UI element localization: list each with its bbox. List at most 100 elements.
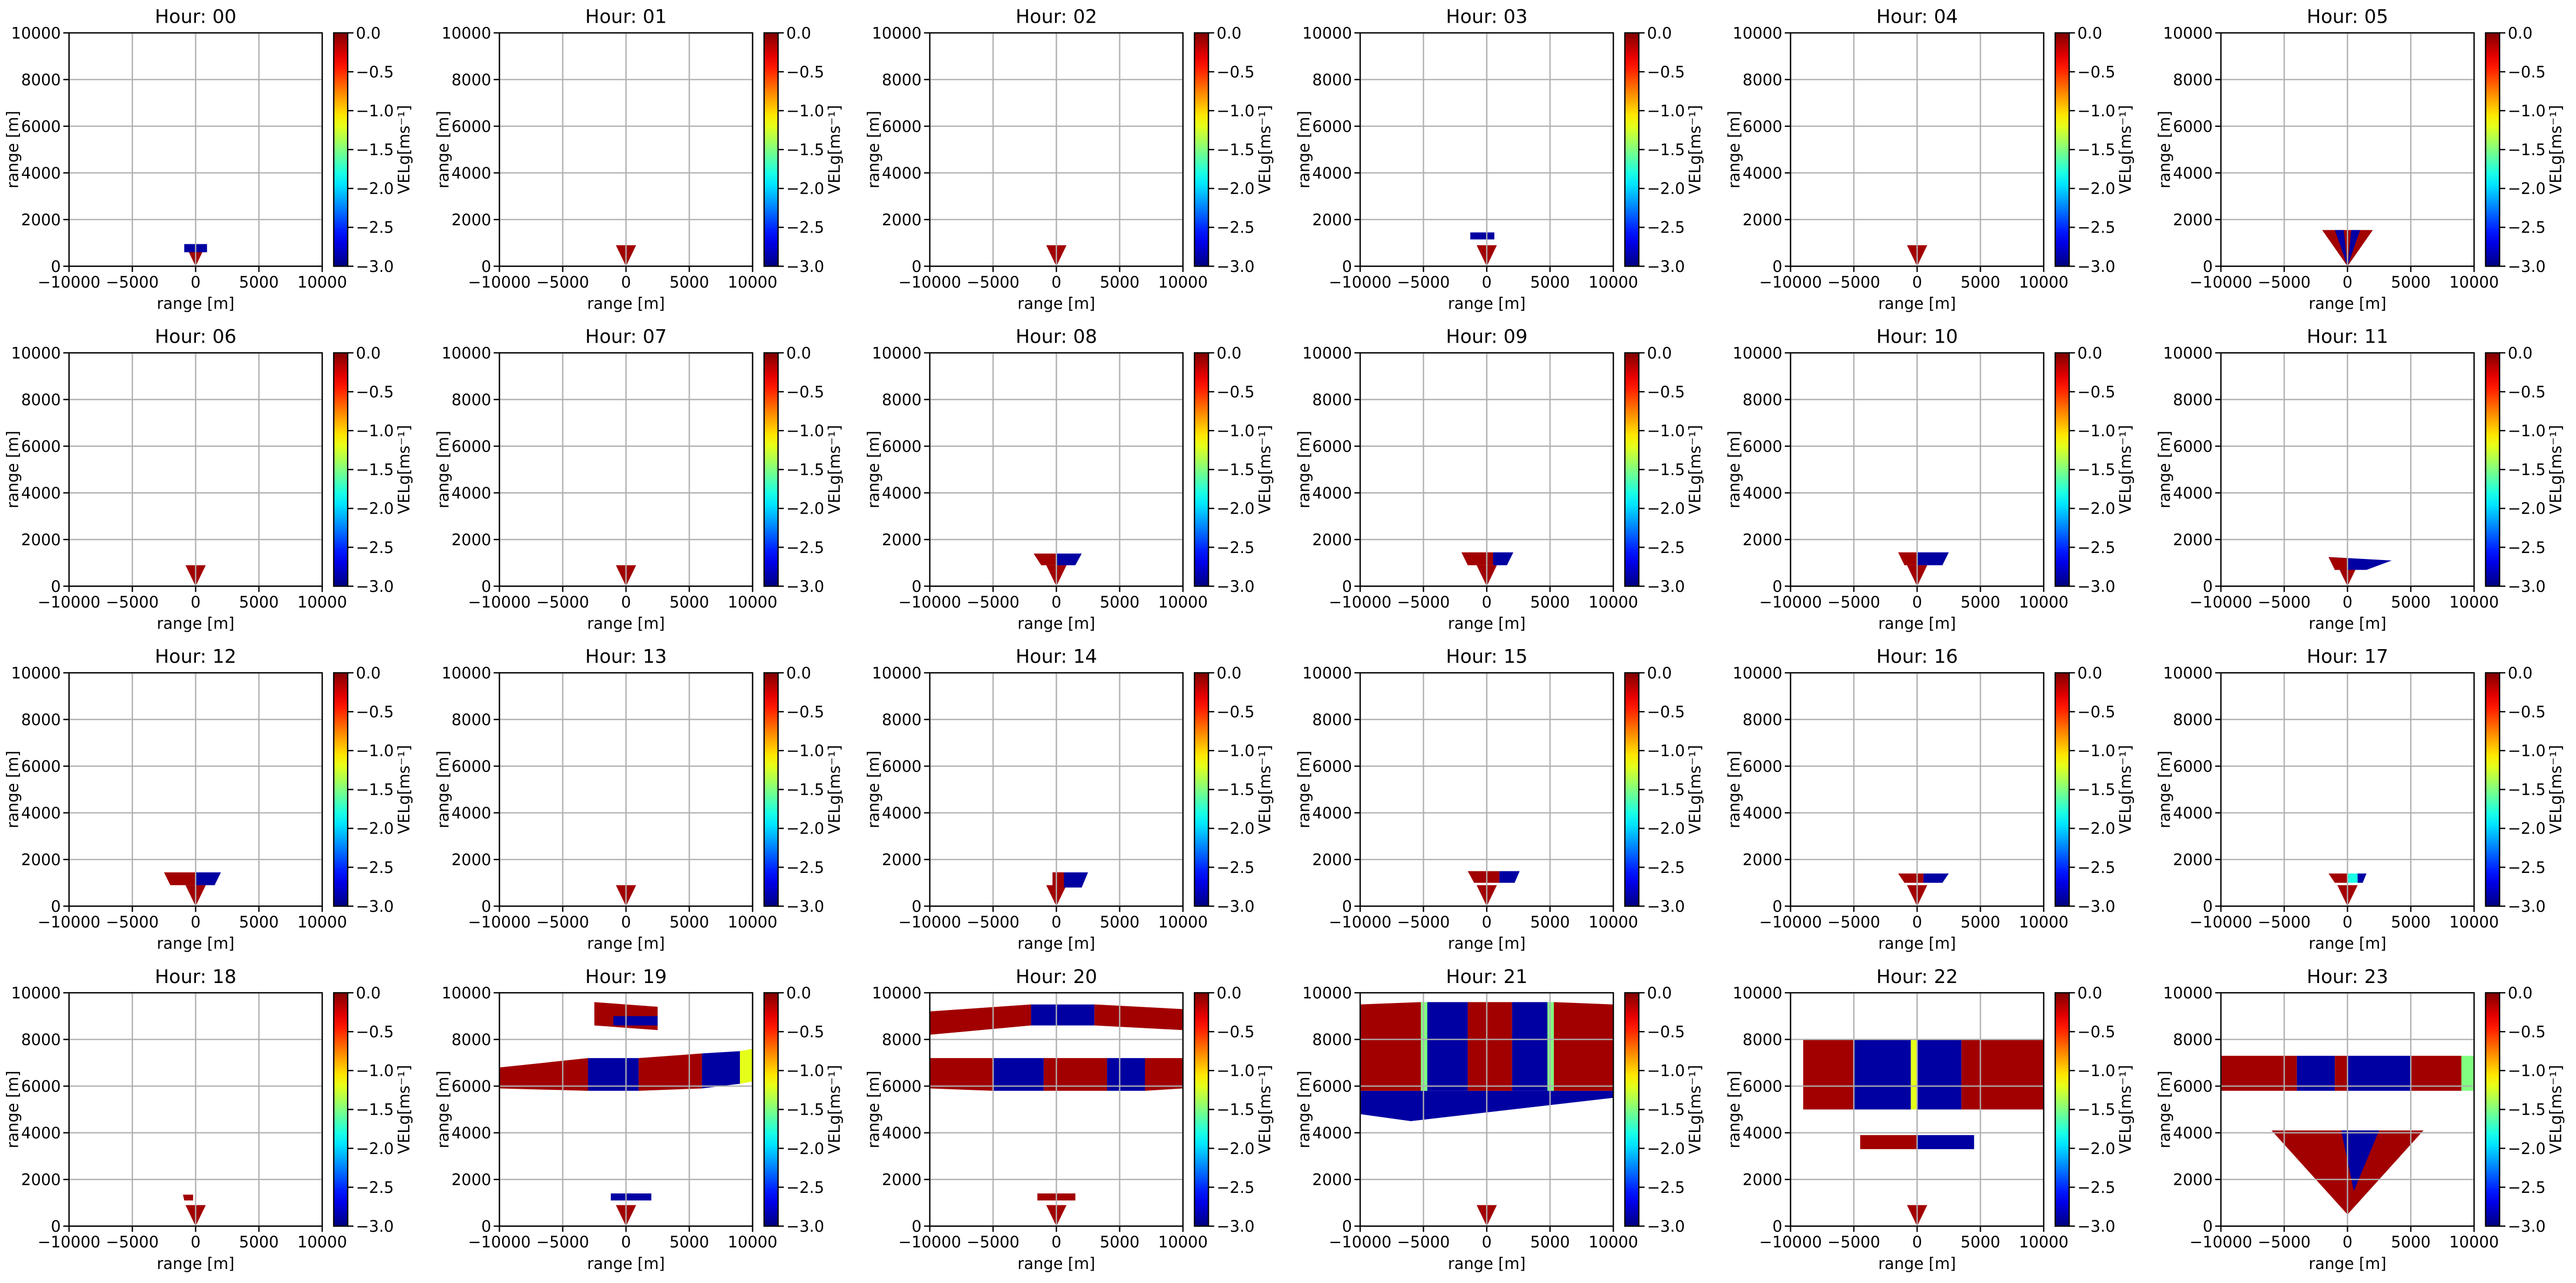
y-tick-label: 4000: [2173, 1124, 2213, 1142]
colorbar: [763, 672, 779, 907]
y-tick-label: 0: [2203, 577, 2212, 596]
colorbar-tick-label: −3.0: [2077, 897, 2115, 916]
x-tick-label: 0: [1482, 1233, 1492, 1251]
x-axis-label: range [m]: [1878, 295, 1956, 313]
y-tick-label: 2000: [452, 1170, 492, 1189]
plot-frame: [1359, 992, 1614, 1227]
colorbar-tick-label: 0.0: [786, 984, 811, 1002]
colorbar: [333, 672, 349, 907]
y-tick-label: 0: [1772, 1217, 1782, 1236]
x-axis-label: range [m]: [157, 1254, 234, 1273]
colorbar-tick-label: −1.0: [2508, 1062, 2546, 1080]
plot-area: [1898, 552, 1949, 586]
y-tick-label: 0: [912, 257, 921, 276]
colorbar-tick-label: −1.5: [1647, 781, 1685, 799]
plot-frame: [499, 672, 753, 907]
y-tick-label: 8000: [1312, 1031, 1352, 1049]
x-tick-label: −10000: [38, 1233, 100, 1251]
plot-frame: [1790, 672, 2044, 907]
colorbar-tick-label: −1.0: [2508, 742, 2546, 760]
x-tick-label: −10000: [899, 1233, 961, 1251]
x-tick-label: −5000: [1397, 273, 1450, 291]
panel-title: Hour: 04: [1877, 6, 1958, 28]
colorbar-tick-label: −2.0: [2077, 1139, 2115, 1158]
velocity-region: [638, 1053, 702, 1091]
y-tick-label: 8000: [2173, 1031, 2213, 1049]
y-tick-label: 10000: [872, 984, 922, 1002]
velocity-region: [1860, 1135, 1918, 1149]
colorbar-tick-label: −2.5: [1216, 538, 1254, 557]
panel-title: Hour: 06: [155, 326, 236, 348]
colorbar-tick-label: −1.0: [786, 1062, 824, 1080]
panel-title: Hour: 10: [1877, 326, 1958, 348]
colorbar-tick-label: −2.5: [356, 858, 393, 877]
y-tick-label: 6000: [21, 757, 61, 775]
y-tick-label: 8000: [1743, 711, 1783, 729]
velocity-region: [499, 1058, 588, 1091]
colorbar-tick-label: −2.0: [2508, 1139, 2546, 1158]
y-axis-label: range [m]: [2156, 111, 2174, 188]
colorbar: [1193, 992, 1209, 1227]
y-tick-label: 2000: [2173, 1170, 2213, 1189]
colorbar-tick-label: −2.0: [1647, 180, 1685, 198]
colorbar-label: VELg[ms⁻¹]: [1255, 105, 1274, 194]
plot-frame: [499, 992, 753, 1227]
velocity-region: [610, 1193, 651, 1201]
y-tick-label: 6000: [1743, 437, 1783, 455]
colorbar-tick-label: −1.5: [1216, 781, 1254, 799]
y-tick-label: 4000: [21, 1124, 61, 1142]
y-tick-label: 0: [1772, 897, 1782, 916]
x-tick-label: 5000: [1961, 593, 2001, 611]
plot-area: [1470, 232, 1497, 267]
y-axis-label: range [m]: [4, 431, 22, 508]
colorbar-tick-label: 0.0: [1216, 24, 1241, 42]
x-tick-label: −5000: [1827, 913, 1880, 931]
y-axis-label: range [m]: [1725, 1070, 1743, 1148]
y-tick-label: 10000: [2163, 24, 2213, 42]
colorbar-tick-label: 0.0: [356, 984, 380, 1002]
colorbar-tick-label: −1.0: [1647, 101, 1685, 120]
y-tick-label: 4000: [21, 484, 61, 502]
colorbar-tick-label: −1.5: [1216, 1101, 1254, 1119]
x-tick-label: 0: [1482, 593, 1492, 611]
colorbar: [333, 32, 349, 267]
colorbar-tick-label: −2.0: [1647, 820, 1685, 838]
colorbar-tick-label: −1.5: [2077, 781, 2115, 799]
y-tick-label: 2000: [452, 530, 492, 549]
y-tick-label: 10000: [1302, 984, 1352, 1002]
y-tick-label: 0: [1342, 257, 1352, 276]
y-tick-label: 0: [912, 1217, 921, 1236]
colorbar-tick-label: −3.0: [1216, 577, 1254, 596]
colorbar-tick-label: −0.5: [786, 383, 824, 401]
x-tick-label: 10000: [1588, 273, 1638, 291]
panel: Hour: 12 −10000 −5000 0 5000 10000 0 2000 4000 60…: [4, 646, 413, 953]
x-tick-label: 0: [191, 593, 200, 611]
colorbar-tick-label: −1.5: [356, 1101, 393, 1119]
y-tick-label: 6000: [21, 437, 61, 455]
y-tick-label: 4000: [21, 804, 61, 822]
colorbar-tick-label: −2.5: [356, 1178, 393, 1197]
velocity-region: [2357, 873, 2367, 883]
plot-frame: [1790, 352, 2044, 587]
colorbar-tick-label: −2.0: [2508, 500, 2546, 518]
panel: Hour: 10 −10000 −5000 0 5000 10000 0 2000 4000 60…: [1725, 326, 2135, 633]
y-tick-label: 0: [51, 897, 60, 916]
velocity-region: [1917, 1039, 1962, 1110]
y-tick-label: 4000: [2173, 804, 2213, 822]
x-tick-label: 5000: [669, 913, 709, 931]
panel-title: Hour: 03: [1446, 6, 1527, 28]
y-tick-label: 10000: [1302, 664, 1352, 682]
y-axis-label: range [m]: [1295, 750, 1313, 828]
panel-title: Hour: 05: [2307, 6, 2388, 28]
x-tick-label: 0: [1482, 913, 1492, 931]
colorbar-tick-label: −3.0: [1647, 897, 1685, 916]
colorbar-label: VELg[ms⁻¹]: [2547, 105, 2565, 194]
velocity-region: [2328, 873, 2348, 883]
panel-title: Hour: 20: [1016, 966, 1097, 988]
y-tick-label: 2000: [882, 210, 922, 229]
colorbar-tick-label: −2.5: [786, 219, 824, 237]
y-tick-label: 2000: [21, 850, 61, 869]
x-tick-label: 5000: [1530, 1233, 1570, 1251]
x-tick-label: 10000: [728, 593, 777, 611]
colorbar-tick-label: −2.0: [1647, 1139, 1685, 1158]
